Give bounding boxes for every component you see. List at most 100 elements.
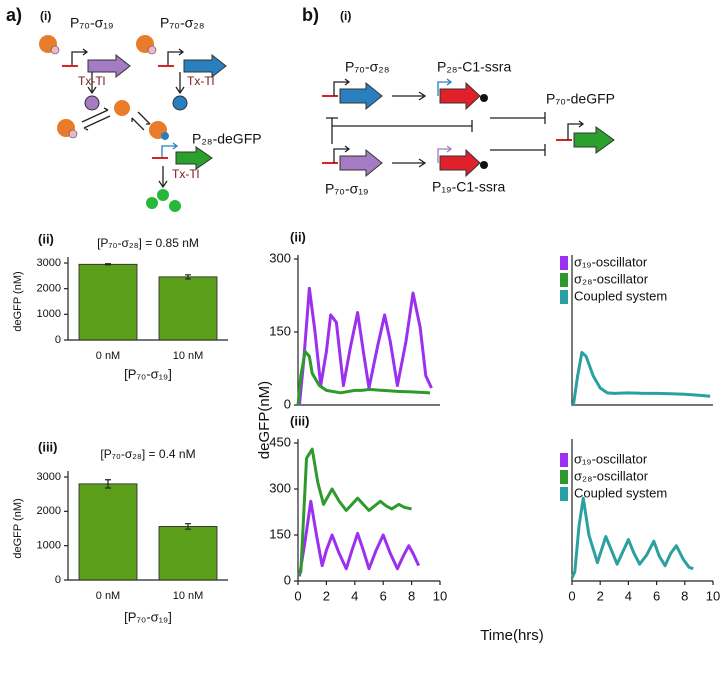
arrow bbox=[392, 158, 427, 168]
x-tick-label: 6 bbox=[380, 588, 387, 603]
arrow bbox=[392, 91, 427, 101]
promoter bbox=[567, 120, 585, 140]
y-tick-label: 150 bbox=[269, 526, 291, 541]
x-axis-label: [P₇₀-σ₁₉] bbox=[124, 366, 172, 381]
x-tick-label: 4 bbox=[351, 588, 358, 603]
x-tick-label: 10 nM bbox=[173, 590, 204, 602]
y-tick-label: 300 bbox=[269, 480, 291, 495]
x-tick-label: 8 bbox=[681, 588, 688, 603]
gene bbox=[573, 126, 615, 154]
promoter bbox=[333, 78, 351, 96]
y-tick-label: 3000 bbox=[37, 471, 61, 483]
legend-swatch bbox=[560, 487, 568, 501]
promoter bbox=[437, 145, 453, 163]
legend-swatch bbox=[560, 290, 568, 304]
legend-swatch bbox=[560, 453, 568, 467]
promoter bbox=[437, 78, 453, 96]
gene bbox=[339, 81, 383, 111]
line-series bbox=[296, 447, 412, 576]
panel-sub-label: (i) bbox=[40, 9, 51, 23]
x-tick-label: 10 nM bbox=[173, 350, 204, 362]
legend-label: σ₂₈-oscillator bbox=[574, 468, 649, 483]
gene bbox=[87, 53, 131, 79]
panel-sub-label: (iii) bbox=[38, 439, 58, 454]
x-tick-label: 0 bbox=[294, 588, 301, 603]
legend-swatch bbox=[560, 256, 568, 270]
inhibition bbox=[326, 117, 473, 144]
x-tick-label: 6 bbox=[653, 588, 660, 603]
chart-title: [P₇₀-σ₂₈] = 0.85 nM bbox=[97, 236, 199, 250]
x-axis-label: Time(hrs) bbox=[480, 627, 544, 644]
x-tick-label: 4 bbox=[625, 588, 632, 603]
line-series bbox=[296, 349, 431, 406]
arrow bbox=[87, 72, 185, 95]
legend-label: σ₁₉-oscillator bbox=[574, 254, 648, 269]
sigma bbox=[161, 132, 169, 140]
x-tick-label: 2 bbox=[597, 588, 604, 603]
y-tick-label: 150 bbox=[269, 323, 291, 338]
sigma-protein bbox=[172, 95, 188, 111]
process-label: Tx-Tl bbox=[172, 167, 199, 181]
arrow bbox=[158, 166, 168, 189]
equilibrium bbox=[81, 107, 151, 131]
gene-label: P₇₀-σ₁₉ bbox=[325, 181, 369, 197]
panel-sub-label: (iii) bbox=[290, 413, 310, 428]
axis bbox=[571, 255, 713, 406]
error-bar bbox=[185, 523, 191, 530]
promoter bbox=[333, 145, 351, 163]
gene bbox=[339, 148, 383, 178]
y-axis-label: deGFP (nM) bbox=[12, 271, 24, 331]
x-tick-label: 2 bbox=[323, 588, 330, 603]
gene bbox=[439, 148, 481, 178]
legend-label: Coupled system bbox=[574, 288, 667, 303]
gene-label: P₇₀-σ₂₈ bbox=[345, 59, 390, 75]
panel-label: a) bbox=[6, 5, 22, 25]
error-bar bbox=[185, 274, 191, 280]
y-axis-label: deGFP(nM) bbox=[256, 381, 273, 459]
x-tick-label: 8 bbox=[408, 588, 415, 603]
sigma-protein bbox=[84, 95, 100, 111]
panel-sub-label: (ii) bbox=[38, 231, 54, 246]
gfp bbox=[169, 200, 181, 212]
y-axis-label: deGFP (nM) bbox=[12, 498, 24, 558]
legend-label: Coupled system bbox=[574, 485, 667, 500]
ssra-tag bbox=[480, 161, 488, 169]
ssra-tag bbox=[480, 94, 488, 102]
gene-label: P₁₉-C1-ssra bbox=[432, 179, 505, 195]
y-tick-label: 1000 bbox=[37, 540, 61, 552]
y-tick-label: 450 bbox=[269, 434, 291, 449]
rnap bbox=[114, 100, 130, 116]
bar bbox=[78, 263, 138, 341]
line-series bbox=[297, 499, 421, 577]
line-series bbox=[297, 286, 433, 406]
diagram-a: (i) P₇₀-σ₁₉ P₇₀-σ₂₈ Tx-Tl Tx-Tl P₂₈-deGF… bbox=[39, 9, 262, 212]
panel-sub-label: (ii) bbox=[290, 229, 306, 244]
y-tick-label: 0 bbox=[284, 572, 291, 587]
y-tick-label: 2000 bbox=[37, 283, 61, 295]
sigma bbox=[147, 45, 157, 55]
y-tick-label: 2000 bbox=[37, 505, 61, 517]
x-tick-label: 10 bbox=[706, 588, 720, 603]
error-bar bbox=[105, 263, 111, 266]
bar bbox=[158, 526, 218, 581]
x-tick-label: 10 bbox=[433, 588, 447, 603]
gfp bbox=[157, 189, 169, 201]
y-tick-label: 300 bbox=[269, 250, 291, 265]
legend-label: σ₁₉-oscillator bbox=[574, 451, 648, 466]
gene-label: P₇₀-σ₂₈ bbox=[160, 15, 205, 31]
x-tick-label: 0 bbox=[568, 588, 575, 603]
y-tick-label: 0 bbox=[284, 396, 291, 411]
bar bbox=[158, 276, 218, 341]
legend-label: σ₂₈-oscillator bbox=[574, 271, 649, 286]
gene bbox=[439, 81, 481, 111]
x-tick-label: 0 nM bbox=[96, 590, 120, 602]
promoter bbox=[167, 48, 185, 66]
gene-label: P₂₈-C1-ssra bbox=[437, 59, 511, 75]
error-bar bbox=[105, 479, 111, 489]
legend-swatch bbox=[560, 273, 568, 287]
promoter bbox=[71, 48, 89, 66]
bar bbox=[78, 483, 138, 581]
gene-label: P₂₈-deGFP bbox=[192, 131, 262, 147]
